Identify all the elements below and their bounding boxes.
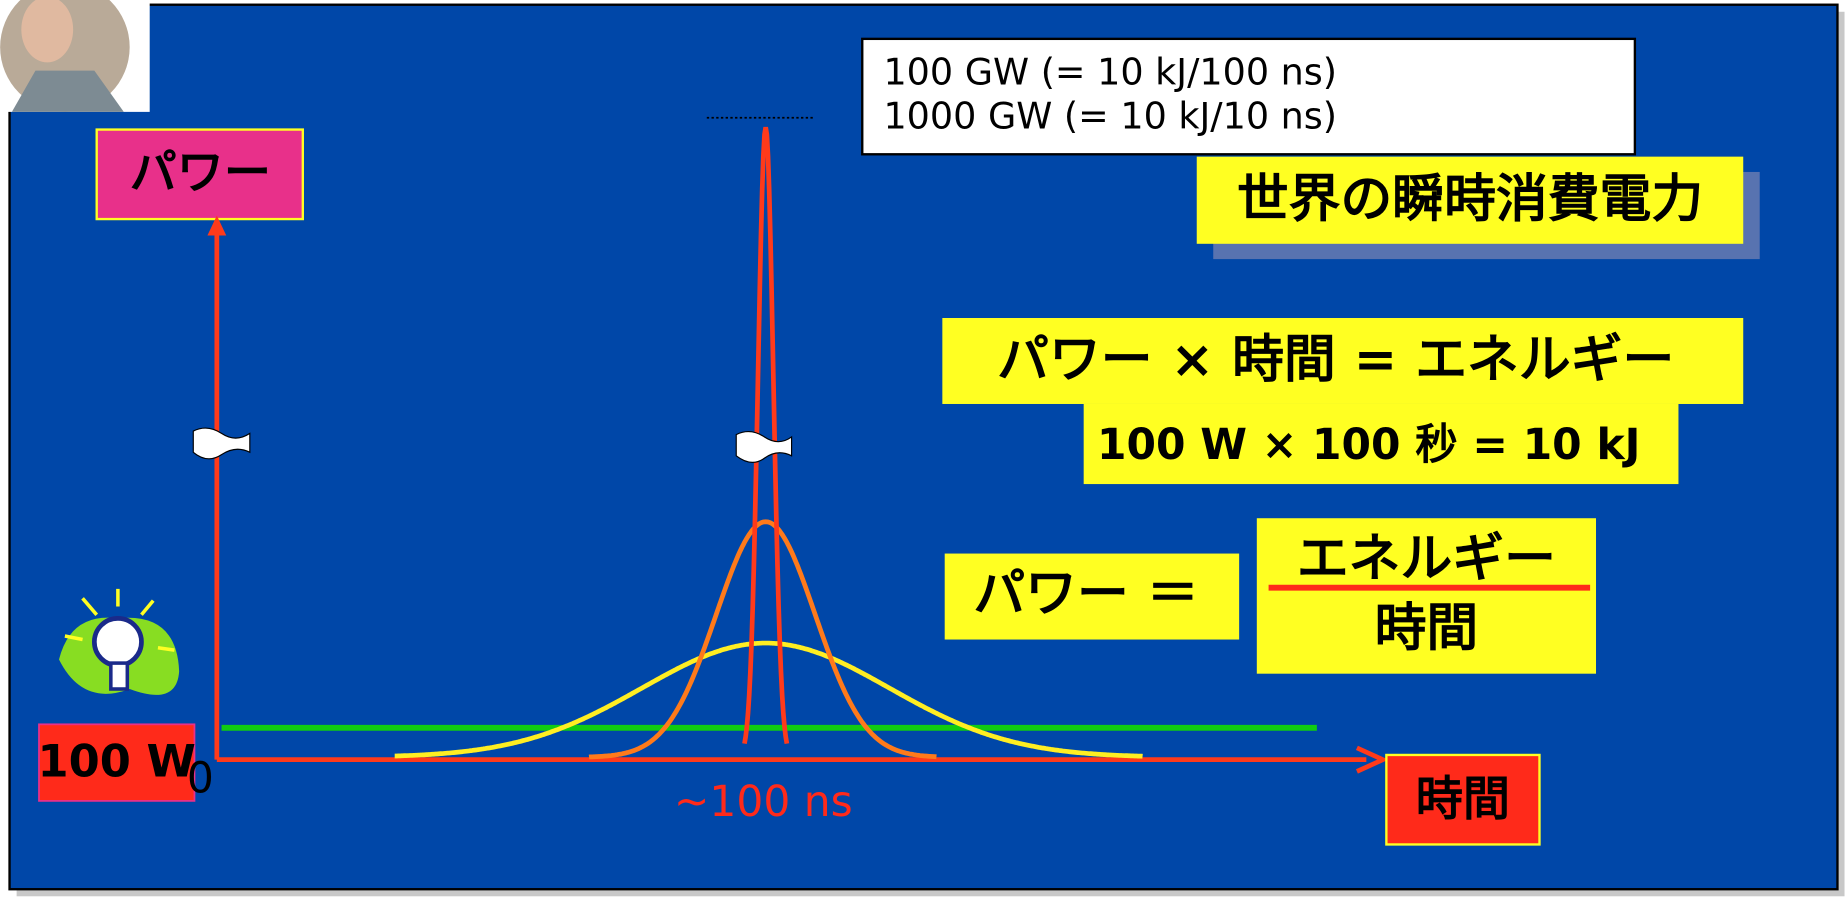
formula-numerator: エネルギー: [1297, 529, 1556, 589]
info-line: 100 GW (= 10 kJ/100 ns): [883, 51, 1337, 94]
slide: 100 GW (= 10 kJ/100 ns) 1000 GW (= 10 kJ…: [0, 0, 1847, 901]
world-power-text: 世界の瞬時消費電力: [1237, 170, 1703, 230]
pulse-label: ~100 ns: [674, 777, 853, 826]
y-axis-label: パワー: [130, 145, 271, 200]
origin-label: 0: [187, 753, 214, 802]
info-line: 1000 GW (= 10 kJ/10 ns): [883, 94, 1337, 137]
formula-denominator: 時間: [1375, 598, 1479, 658]
formula-lhs: パワー ＝: [973, 564, 1198, 624]
baseline-label: 100 W: [38, 734, 196, 787]
equation-main: パワー × 時間 = エネルギー: [997, 330, 1674, 390]
equation-example: 100 W × 100 秒 = 10 kJ: [1097, 420, 1640, 469]
x-axis-label: 時間: [1416, 772, 1510, 827]
page: 100 GW (= 10 kJ/100 ns) 1000 GW (= 10 kJ…: [0, 0, 1847, 901]
